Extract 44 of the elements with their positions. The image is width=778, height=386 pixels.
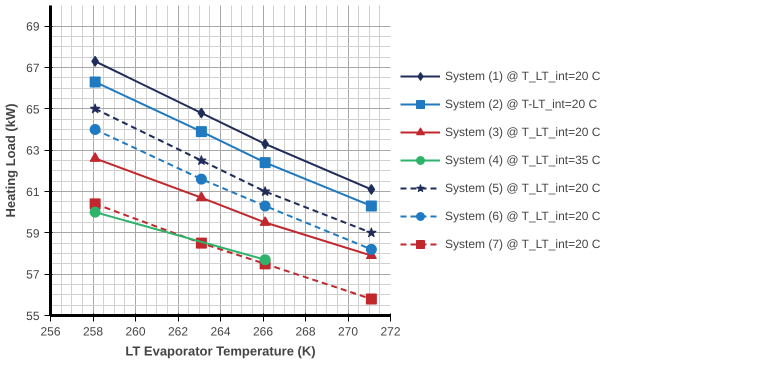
legend-label: System (5) @ T_LT_int=20 C [445,181,600,195]
y-axis-title: Heating Load (kW) [3,103,18,218]
x-tick-label: 270 [338,324,358,338]
y-tick-label: 61 [26,185,40,199]
point [260,254,271,266]
y-tick-label: 59 [26,226,40,240]
legend-label: System (3) @ T_LT_int=20 C [445,125,600,139]
legend-label: System (6) @ T_LT_int=20 C [445,209,600,223]
point [366,244,377,255]
x-tick-label: 264 [210,324,231,338]
y-tick-label: 65 [26,102,40,116]
x-tick-label: 260 [125,324,146,338]
x-tick-label: 268 [295,324,316,338]
x-tick-label: 266 [252,324,274,338]
x-tick-label: 256 [40,324,61,338]
point [90,76,101,88]
point [90,124,101,135]
point [366,293,377,304]
legend-label: System (7) @ T_LT_int=20 C [445,237,600,251]
point [90,103,100,114]
point [260,157,271,168]
point [260,216,271,226]
y-tick-label: 55 [26,309,40,323]
legend-label: System (2) @ T-LT_int=20 C [445,97,598,111]
y-tick-label: 63 [26,144,40,158]
x-tick-label: 262 [168,324,188,338]
point [366,200,377,212]
point [196,126,207,138]
point [196,155,207,166]
x-axis-title: LT Evaporator Temperature (K) [125,344,316,358]
legend-label: System (1) @ T_LT_int=20 C [445,69,600,83]
point [260,186,270,196]
point [196,191,207,202]
y-tick-label: 69 [26,20,40,34]
x-tick-label: 258 [82,324,104,338]
y-tick-label: 57 [26,268,40,282]
y-tick-label: 67 [26,61,40,75]
point [260,200,271,212]
x-tick-label: 272 [380,324,401,338]
point [90,206,101,218]
point [90,152,101,162]
point [196,174,207,185]
point [366,227,377,238]
legend-label: System (4) @ T_LT_int=35 C [445,153,600,167]
